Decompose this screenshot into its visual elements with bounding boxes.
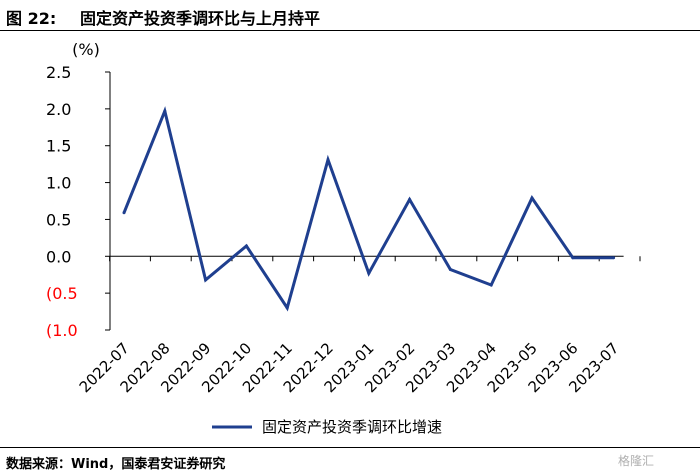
data-point	[367, 271, 371, 275]
y-tick-label: (0.5	[46, 284, 78, 303]
bottom-rule	[0, 447, 700, 448]
y-tick-label: 2.0	[46, 100, 71, 119]
data-point	[489, 283, 493, 287]
x-axis: 2022-072022-082022-092022-102022-112022-…	[76, 255, 641, 396]
figure-label: 图 22:	[6, 9, 57, 28]
y-axis-unit-label: (%)	[72, 40, 100, 59]
data-point	[285, 306, 289, 310]
plot-area	[122, 106, 616, 312]
data-point	[408, 198, 412, 202]
y-tick-label: (1.0	[46, 321, 78, 340]
watermark-logo: 格隆汇	[618, 454, 655, 468]
legend-label: 固定资产投资季调环比增速	[262, 418, 442, 436]
data-point	[571, 256, 575, 260]
top-rule	[0, 30, 700, 31]
figure-title: 固定资产投资季调环比与上月持平	[80, 9, 321, 28]
data-point	[612, 256, 616, 260]
y-tick-label: 0.5	[46, 210, 71, 229]
data-point	[448, 268, 452, 272]
figure-header: 图 22: 固定资产投资季调环比与上月持平	[0, 0, 700, 30]
data-point	[326, 158, 330, 162]
data-point	[244, 244, 248, 248]
series-line	[122, 106, 614, 312]
y-tick-label: 2.5	[46, 63, 71, 82]
y-tick-label: 1.5	[46, 137, 71, 156]
source-note: 数据来源：Wind，国泰君安证券研究	[6, 457, 226, 472]
y-tick-label: 0.0	[46, 247, 71, 266]
data-point	[122, 211, 126, 215]
data-point	[530, 196, 534, 200]
data-point	[163, 109, 167, 113]
line-chart: (%) 2.5 2.0 1.5 1.0 0.5 0.0 (0.5 (1.0 2022-0720…	[46, 40, 641, 436]
y-axis: 2.5 2.0 1.5 1.0 0.5 0.0 (0.5 (1.0	[46, 63, 111, 340]
legend: 固定资产投资季调环比增速	[212, 418, 442, 436]
y-tick-label: 1.0	[46, 174, 71, 193]
data-point	[204, 278, 208, 282]
